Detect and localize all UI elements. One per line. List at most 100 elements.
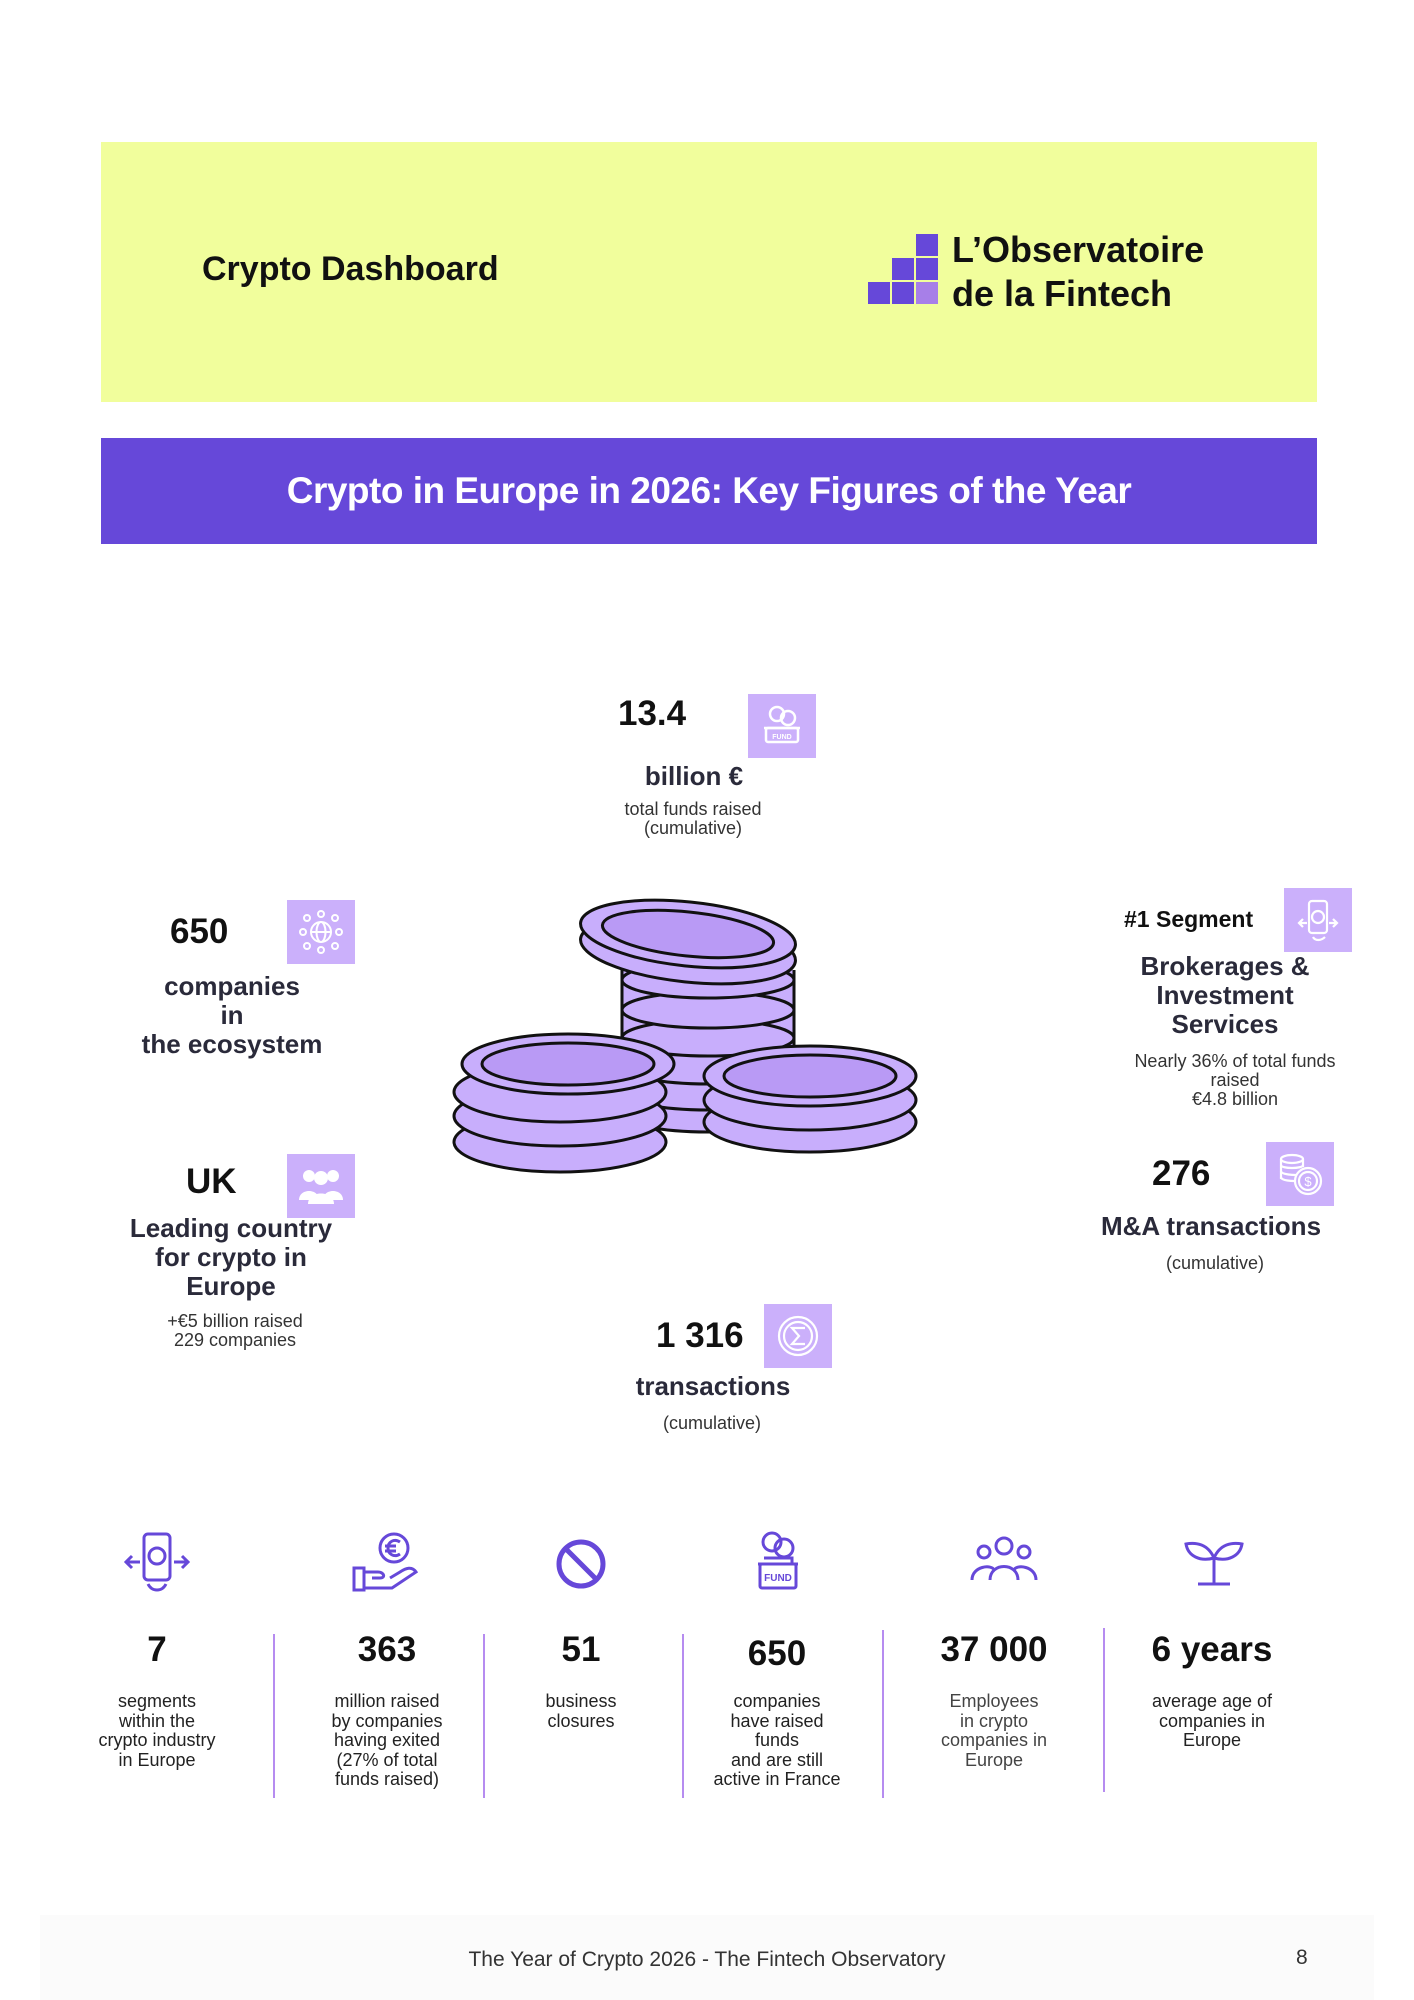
stat-desc-line: companies: [733, 1691, 821, 1711]
stat-description: million raised by companies having exite…: [292, 1691, 482, 1790]
stat-divider: [483, 1634, 485, 1798]
logo-line-1: L’Observatoire: [952, 229, 1205, 270]
country-note-line-1: +€5 billion raised: [167, 1311, 303, 1331]
transactions-label: transactions: [635, 1371, 791, 1401]
country-label-line-1: Leading country: [129, 1213, 333, 1243]
stat-desc-line: having exited: [333, 1730, 441, 1750]
funds-unit: billion €: [644, 761, 744, 791]
prohibited-icon: [556, 1539, 606, 1589]
stat-desc-line: Employees: [949, 1691, 1039, 1711]
fund-icon: FUND: [758, 1531, 798, 1590]
logo-wordmark: L’Observatoire de la Fintech: [952, 228, 1204, 316]
stat-divider: [273, 1634, 275, 1798]
stat-desc-line: (27% of total: [336, 1749, 438, 1770]
country-label: Leading country for crypto in Europe: [106, 1214, 356, 1301]
funds-note-line-1: total funds raised: [624, 799, 762, 819]
funds-value: 13.4: [618, 694, 687, 733]
funds-note: total funds raised (cumulative): [593, 800, 793, 838]
transactions-value: 1 316: [656, 1316, 744, 1355]
country-label-line-2: for crypto in: [155, 1242, 307, 1272]
country-note-line-2: 229 companies: [173, 1330, 297, 1350]
stat-desc-line: crypto industry: [98, 1730, 216, 1750]
stat-description: companies have raised funds and are stil…: [682, 1691, 872, 1790]
header-panel: [101, 142, 1317, 402]
companies-label-line-2: in: [220, 1000, 244, 1030]
footer-bar: [40, 1915, 1374, 2000]
transactions-note: (cumulative): [662, 1413, 762, 1433]
country-note: +€5 billion raised 229 companies: [110, 1312, 360, 1350]
funds-note-line-2: (cumulative): [643, 818, 743, 838]
svg-text:FUND: FUND: [772, 734, 791, 741]
stat-desc-line: within the: [118, 1710, 196, 1731]
country-value: UK: [186, 1162, 237, 1201]
stat-description: average age of companies in Europe: [1117, 1691, 1307, 1751]
segment-label: Brokerages & Investment Services: [1110, 952, 1340, 1039]
stat-value: 650: [747, 1634, 807, 1673]
stat-desc-line: have raised: [730, 1710, 824, 1731]
ma-label: M&A transactions: [1100, 1211, 1322, 1241]
people-icon: [287, 1154, 355, 1218]
stat-desc-line: funds: [754, 1730, 800, 1750]
stat-desc-line: companies in: [940, 1730, 1048, 1750]
stat-value: 51: [561, 1630, 601, 1669]
segment-note-line-3: €4.8 billion: [1191, 1089, 1279, 1109]
segment-label-line-3: Services: [1171, 1009, 1279, 1039]
ma-value: 276: [1152, 1154, 1211, 1193]
stat-desc-line: segments: [117, 1691, 197, 1711]
stat-desc-line: funds raised): [334, 1769, 440, 1789]
coin-stack-illustration: [452, 898, 918, 1174]
companies-label-line-1: companies: [164, 971, 300, 1001]
stat-desc-line: average age of: [1151, 1691, 1273, 1711]
observatoire-logo-icon: [868, 234, 938, 304]
country-label-line-3: Europe: [186, 1271, 276, 1301]
sprout-icon: [1184, 1541, 1244, 1586]
stat-value: 7: [147, 1630, 167, 1669]
hand-euro-icon: [352, 1532, 419, 1592]
stat-divider: [1103, 1628, 1105, 1792]
page-number: 8: [1296, 1946, 1308, 1969]
segment-note-line-2: raised: [1210, 1070, 1260, 1090]
stat-desc-line: active in France: [713, 1769, 841, 1789]
logo-line-2: de la Fintech: [952, 273, 1173, 314]
coins-stack-icon: $: [1266, 1142, 1334, 1206]
svg-text:FUND: FUND: [764, 1573, 792, 1584]
stat-desc-line: in Europe: [118, 1749, 196, 1770]
ma-note: (cumulative): [1165, 1253, 1265, 1273]
segment-label-line-2: Investment: [1156, 980, 1294, 1010]
stat-value: 363: [357, 1630, 417, 1669]
stat-desc-line: and are still: [730, 1749, 824, 1770]
stat-desc-line: by companies: [331, 1710, 443, 1731]
stat-desc-line: in crypto: [959, 1710, 1029, 1731]
stat-desc-line: business: [545, 1691, 617, 1711]
globe-network-icon: [287, 900, 355, 964]
segment-label-line-1: Brokerages &: [1140, 951, 1310, 981]
stat-desc-line: Europe: [1182, 1730, 1242, 1750]
companies-label: companies in the ecosystem: [112, 972, 352, 1059]
fund-icon: FUND: [748, 694, 816, 758]
dashboard-title: Crypto Dashboard: [202, 250, 499, 288]
segment-rank: #1 Segment: [1124, 906, 1254, 932]
companies-value: 650: [170, 912, 229, 951]
stat-divider: [682, 1634, 684, 1798]
section-banner: [101, 438, 1317, 544]
stat-value: 6 years: [1151, 1630, 1273, 1669]
stat-value: 37 000: [940, 1630, 1048, 1669]
stat-description: business closures: [486, 1691, 676, 1731]
stat-desc-line: companies in: [1158, 1710, 1266, 1731]
footer-title: The Year of Crypto 2026 - The Fintech Ob…: [468, 1948, 946, 1971]
sigma-coin-icon: [764, 1304, 832, 1368]
stat-divider: [882, 1630, 884, 1798]
stat-desc-line: closures: [547, 1710, 615, 1731]
mobile-exchange-icon: [123, 1532, 191, 1592]
svg-text:$: $: [1304, 1174, 1312, 1189]
stat-desc-line: million raised: [334, 1691, 440, 1711]
segment-note-line-1: Nearly 36% of total funds: [1134, 1051, 1336, 1071]
stat-description: Employees in crypto companies in Europe: [899, 1691, 1089, 1770]
section-title: Crypto in Europe in 2026: Key Figures of…: [286, 470, 1132, 511]
team-icon: [970, 1536, 1038, 1581]
stat-desc-line: Europe: [964, 1749, 1024, 1770]
stat-description: segments within the crypto industry in E…: [62, 1691, 252, 1770]
mobile-exchange-icon: [1284, 888, 1352, 952]
segment-note: Nearly 36% of total funds raised €4.8 bi…: [1110, 1052, 1360, 1109]
companies-label-line-3: the ecosystem: [141, 1029, 323, 1059]
